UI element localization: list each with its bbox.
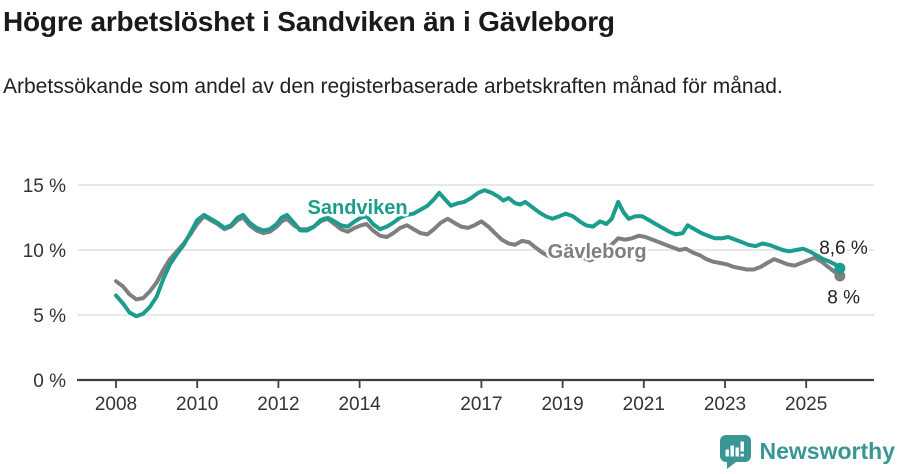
x-tick-label-2014: 2014: [338, 394, 381, 415]
x-tick-label-2008: 2008: [95, 394, 137, 415]
end-value-label-gävleborg: 8 %: [827, 287, 860, 308]
end-value-label-sandviken: 8,6 %: [819, 238, 868, 259]
x-tick-label-2019: 2019: [541, 394, 583, 415]
series-label-sandviken: Sandviken: [308, 197, 408, 219]
page-title: Högre arbetslöshet i Sandviken än i Gävl…: [3, 6, 615, 37]
x-tick-label-2025: 2025: [785, 394, 827, 415]
page-subtitle: Arbetssökande som andel av den registerb…: [3, 75, 783, 98]
bar-chart-speech-bubble-icon: [719, 434, 751, 469]
x-tick-label-2023: 2023: [704, 394, 746, 415]
unemployment-line-chart: 15 % 10 % 5 % 0 % 2008 2010 2012 2014 2017 2019 20…: [23, 176, 874, 415]
y-tick-label-10: 10 %: [23, 241, 66, 262]
series-label-gävleborg: Gävleborg: [548, 241, 647, 263]
line-sandviken: [114, 188, 842, 319]
x-tick-label-2012: 2012: [257, 394, 299, 415]
y-tick-label-5: 5 %: [33, 306, 66, 327]
y-tick-label-15: 15 %: [23, 176, 66, 197]
end-dot-sandviken: [834, 262, 846, 274]
brand-name: Newsworthy: [759, 437, 895, 464]
end-dot-gävleborg: [834, 270, 846, 282]
newsworthy-logo[interactable]: Newsworthy: [717, 432, 895, 470]
x-tick-label-2017: 2017: [460, 394, 502, 415]
x-tick-label-2010: 2010: [176, 394, 218, 415]
y-tick-label-0: 0 %: [33, 371, 66, 392]
x-tick-label-2021: 2021: [623, 394, 665, 415]
